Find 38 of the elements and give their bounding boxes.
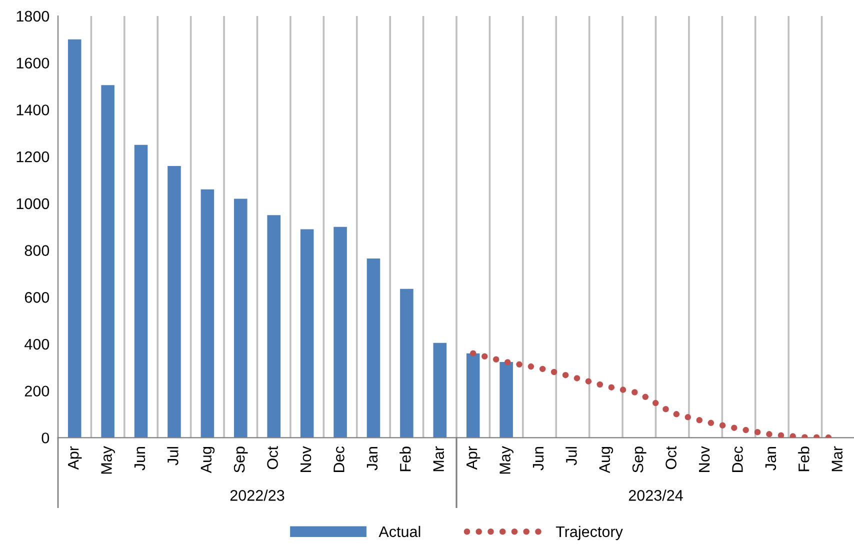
x-tick-label: Dec (732, 446, 743, 472)
x-tick-label: Apr (68, 446, 82, 470)
y-tick-label: 1400 (16, 104, 50, 116)
x-tick-label: Oct (267, 446, 278, 470)
x-tick-label: Jun (134, 447, 146, 470)
y-tick-label: 1200 (16, 151, 50, 162)
x-tick-label: Sep (234, 446, 248, 473)
x-tick-label: May (101, 446, 115, 474)
x-tick-label: Apr (466, 446, 480, 470)
x-tick-label: Aug (200, 447, 215, 474)
x-tick-label: May (500, 446, 514, 474)
x-tick-label: Jan (765, 447, 776, 470)
x-tick-label: Mar (433, 446, 444, 472)
y-tick-label: 400 (24, 338, 50, 350)
y-tick-label: 600 (24, 292, 50, 303)
x-tick-label: Nov (699, 446, 710, 472)
x-tick-label: Aug (599, 447, 614, 474)
x-tick-label: Feb (400, 446, 411, 472)
y-tick-label: 200 (24, 386, 50, 397)
x-tick-label: Nov (300, 446, 312, 472)
x-tick-label: Jul (167, 447, 178, 466)
legend-label: Actual (378, 526, 420, 538)
x-tick-label: Oct (666, 446, 676, 470)
y-tick-label: 1800 (16, 10, 50, 22)
x-tick-label: Sep (632, 446, 646, 473)
x-tick-label: Mar (832, 446, 842, 472)
x-tick-label: Jan (366, 447, 378, 470)
y-tick-label: 800 (24, 245, 50, 256)
text: 2023/24 (628, 490, 683, 501)
legend-label: Trajectory (556, 526, 623, 540)
y-tick-label: 1600 (16, 58, 50, 69)
text: 2022/23 (230, 490, 284, 501)
x-tick-label: Jul (566, 447, 577, 466)
x-tick-label: Feb (798, 446, 810, 472)
x-tick-label: Dec (334, 446, 344, 472)
y-tick-label: 1000 (16, 198, 50, 210)
y-tick-label: 0 (42, 432, 50, 444)
x-tick-label: Jun (532, 447, 544, 470)
